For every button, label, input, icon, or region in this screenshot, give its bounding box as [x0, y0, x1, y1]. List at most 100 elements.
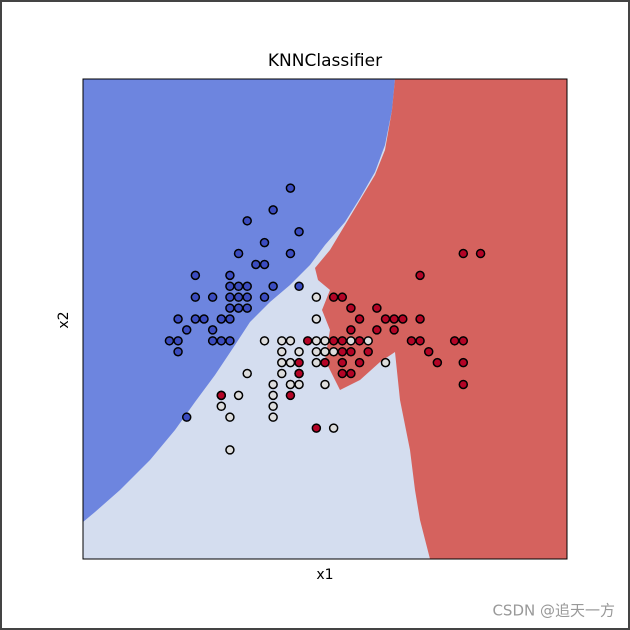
point: [225, 314, 235, 324]
point: [475, 248, 486, 259]
point: [311, 357, 322, 368]
point: [268, 281, 278, 292]
point: [242, 303, 252, 313]
point: [173, 314, 183, 324]
point: [164, 336, 175, 346]
point: [372, 325, 382, 335]
point: [268, 412, 278, 422]
point: [432, 357, 443, 368]
point: [415, 270, 425, 281]
point: [389, 314, 399, 324]
point: [398, 314, 408, 324]
point: [233, 292, 244, 302]
point: [415, 314, 425, 324]
point: [268, 379, 278, 390]
point: [242, 292, 252, 302]
point: [199, 314, 209, 324]
decision-regions: [83, 79, 567, 559]
watermark: CSDN @追天一方: [492, 602, 615, 620]
point: [259, 292, 270, 302]
point: [389, 325, 399, 335]
point: [233, 390, 244, 401]
point: [173, 346, 183, 357]
points: [164, 183, 486, 455]
point: [311, 336, 322, 346]
x-axis-label: x1: [316, 567, 333, 583]
point: [320, 346, 330, 357]
point: [190, 292, 201, 302]
point: [380, 357, 391, 368]
point: [259, 259, 270, 270]
point: [311, 292, 322, 302]
point: [458, 248, 469, 259]
point: [190, 314, 201, 324]
point: [328, 346, 339, 357]
point: [242, 216, 252, 226]
point: [354, 357, 365, 368]
point: [233, 303, 244, 313]
point: [268, 205, 278, 215]
point: [337, 357, 348, 368]
point: [337, 368, 348, 379]
point: [294, 346, 304, 357]
point: [346, 346, 356, 357]
point: [242, 281, 252, 292]
plot-frame: [82, 78, 568, 560]
point: [233, 248, 244, 259]
point: [190, 270, 201, 281]
point: [311, 346, 322, 357]
point: [449, 336, 460, 346]
point: [181, 412, 192, 422]
point: [337, 336, 348, 346]
point: [181, 325, 192, 335]
point: [277, 368, 287, 379]
point: [328, 292, 339, 302]
point: [328, 336, 339, 346]
point: [458, 336, 469, 346]
point: [415, 336, 425, 346]
point: [337, 346, 348, 357]
point: [285, 379, 296, 390]
point: [320, 379, 330, 390]
point: [216, 314, 227, 324]
point: [302, 336, 313, 346]
point: [346, 336, 356, 346]
point: [294, 368, 304, 379]
point: [225, 281, 235, 292]
point: [294, 281, 304, 292]
point: [328, 423, 339, 433]
point: [259, 237, 270, 248]
point: [277, 357, 287, 368]
point: [268, 390, 278, 401]
point: [277, 346, 287, 357]
point: [233, 281, 244, 292]
point: [216, 336, 227, 346]
point: [277, 336, 287, 346]
point: [320, 357, 330, 368]
point: [363, 336, 373, 346]
point: [285, 336, 296, 346]
point: [285, 357, 296, 368]
point: [346, 303, 356, 313]
point: [259, 336, 270, 346]
point: [294, 226, 304, 237]
region-class-2: [315, 79, 567, 559]
point: [458, 379, 469, 390]
point: [225, 303, 235, 313]
point: [423, 346, 434, 357]
chart-title: KNNClassifier: [268, 51, 382, 71]
point: [363, 346, 373, 357]
point: [354, 336, 365, 346]
point: [225, 445, 235, 455]
point: [406, 336, 417, 346]
point: [380, 314, 391, 324]
point: [251, 259, 261, 270]
point: [320, 336, 330, 346]
point: [311, 314, 322, 324]
point: [372, 303, 382, 313]
point: [311, 423, 322, 433]
point: [294, 379, 304, 390]
point: [337, 292, 348, 302]
point: [285, 248, 296, 259]
